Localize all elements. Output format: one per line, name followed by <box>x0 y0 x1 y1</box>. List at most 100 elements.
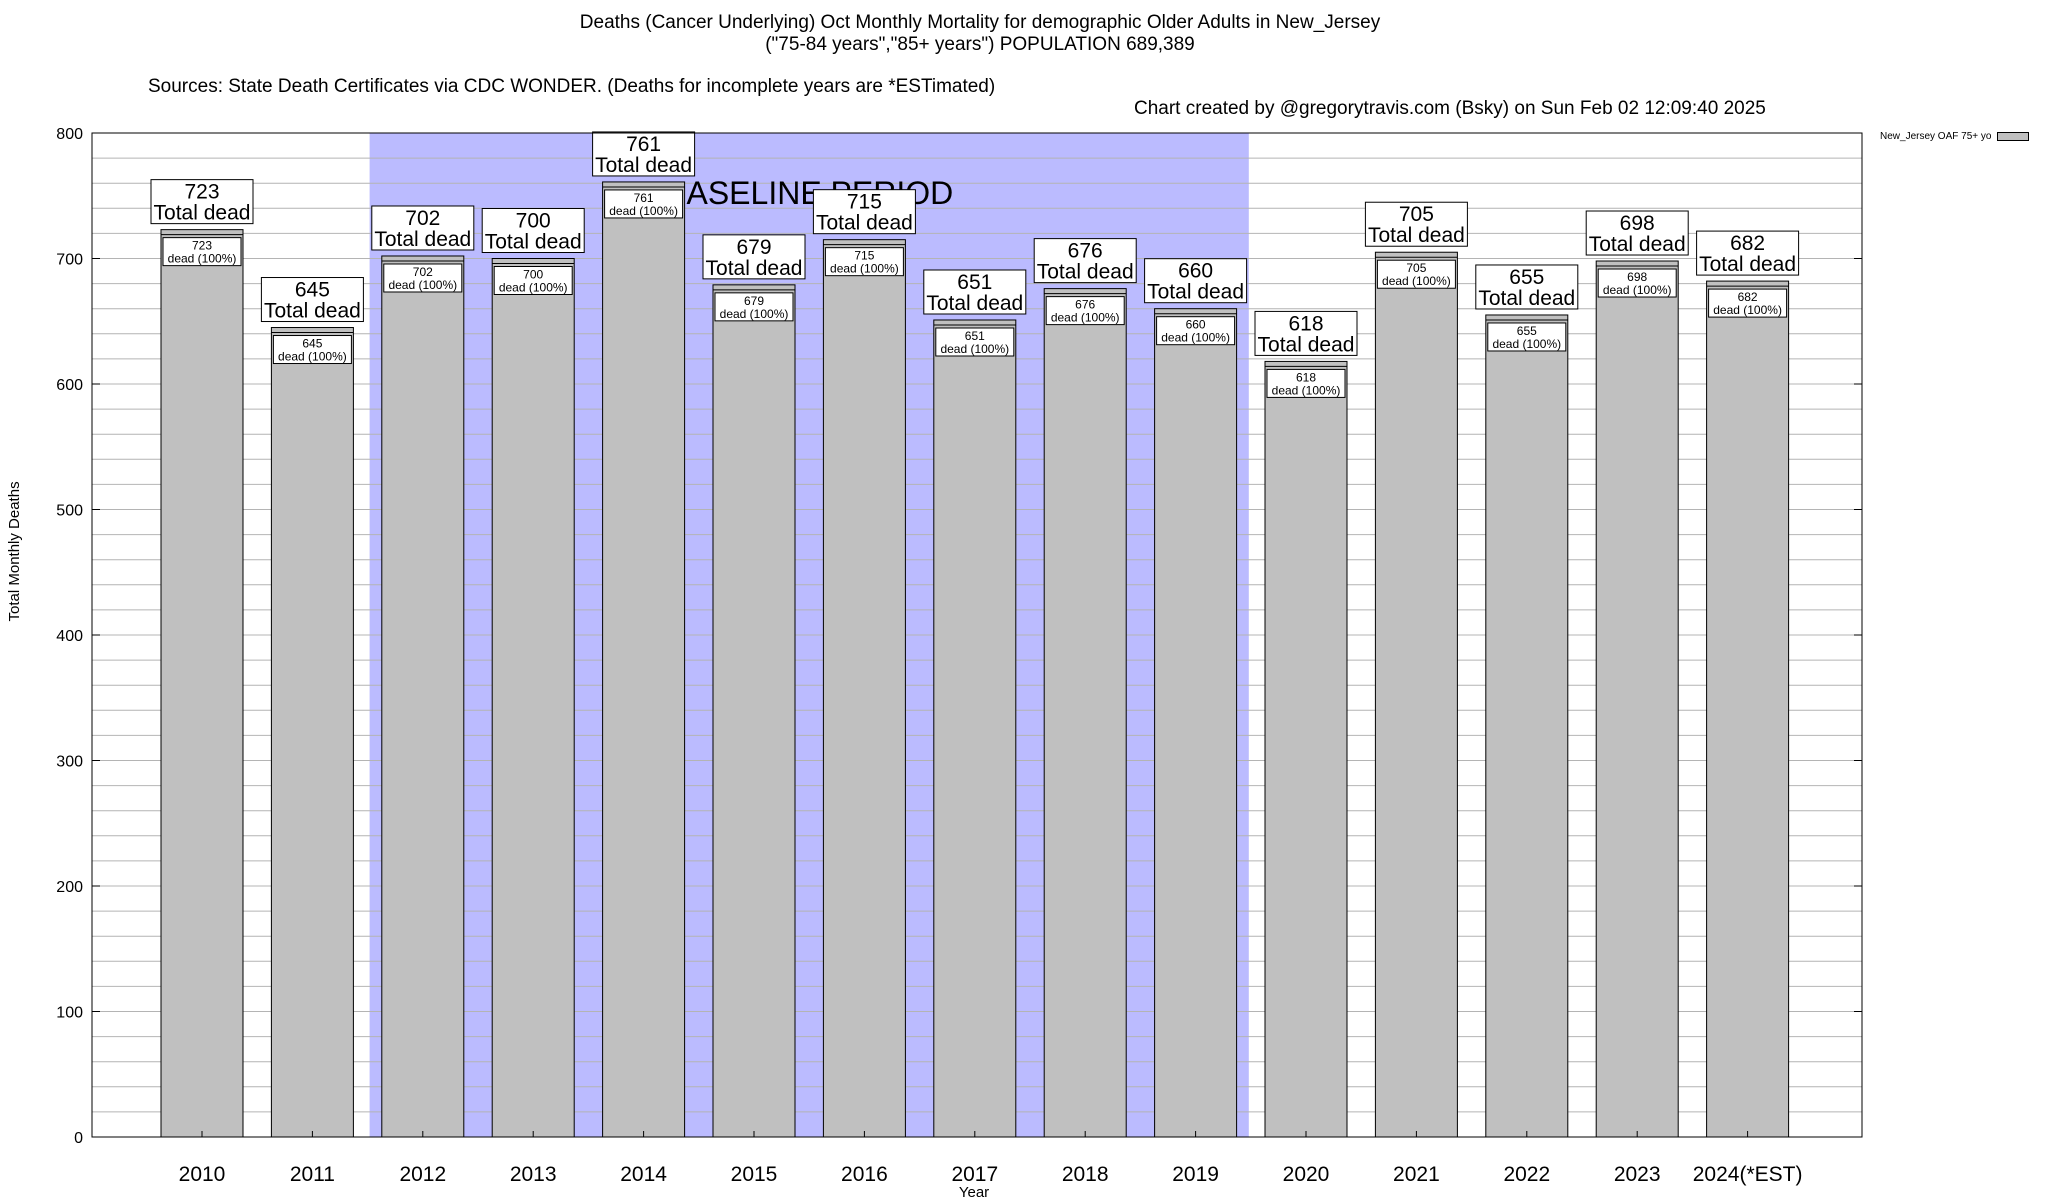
top-total-label: Total dead <box>1589 233 1686 256</box>
x-tick-label: 2017 <box>951 1163 998 1186</box>
top-total-label: Total dead <box>706 257 803 280</box>
top-label-box <box>1364 201 1468 247</box>
legend: New_Jersey OAF 75+ yo <box>1880 131 2030 142</box>
credit-text: Chart created by @gregorytravis.com (Bsk… <box>1134 98 1766 119</box>
inner-percent-label: dead (100%) <box>830 262 899 276</box>
inner-value-label: 705 <box>1406 261 1426 275</box>
top-value-label: 645 <box>295 279 330 302</box>
y-tick-label: 400 <box>56 628 83 645</box>
inner-value-label: 700 <box>523 268 543 282</box>
top-label-box <box>1585 210 1689 256</box>
top-value-label: 705 <box>1399 203 1434 226</box>
top-label-box <box>1696 230 1800 276</box>
inner-percent-label: dead (100%) <box>1603 283 1672 297</box>
y-tick-label: 500 <box>56 503 83 520</box>
top-value-label: 676 <box>1068 240 1103 263</box>
bar-2024(*EST) <box>1706 280 1790 1138</box>
bar-2023 <box>1595 260 1679 1138</box>
sources-line: Sources: State Death Certificates via CD… <box>0 54 2048 120</box>
top-value-label: 679 <box>736 236 771 259</box>
inner-label-box <box>383 263 463 293</box>
y-tick-label: 300 <box>56 754 83 771</box>
top-value-label: 682 <box>1730 232 1765 255</box>
inner-label-box <box>824 247 904 277</box>
top-value-label: 651 <box>957 271 992 294</box>
x-tick-label: 2019 <box>1172 1163 1219 1186</box>
top-total-label: Total dead <box>374 228 471 251</box>
x-tick-label: 2014 <box>620 1163 667 1186</box>
top-value-label: 761 <box>626 133 661 156</box>
x-tick-label: 2011 <box>290 1163 335 1186</box>
inner-value-label: 660 <box>1186 318 1206 332</box>
bar-2022 <box>1485 314 1569 1138</box>
y-tick-label: 100 <box>56 1005 83 1022</box>
inner-percent-label: dead (100%) <box>278 350 347 364</box>
top-label-box <box>592 131 696 177</box>
x-tick-label: 2021 <box>1393 1163 1440 1186</box>
y-tick-label: 600 <box>56 377 83 394</box>
bar-2017 <box>933 319 1017 1138</box>
inner-value-label: 682 <box>1738 290 1758 304</box>
top-label-box <box>1254 310 1358 356</box>
top-total-label: Total dead <box>1147 281 1244 304</box>
top-label-box <box>481 208 585 253</box>
plot-frame <box>91 132 1863 1138</box>
top-label-box <box>260 277 364 323</box>
inner-value-label: 645 <box>302 337 322 351</box>
top-value-label: 700 <box>516 210 551 233</box>
inner-percent-label: dead (100%) <box>1272 383 1341 397</box>
top-value-label: 723 <box>184 181 219 204</box>
top-total-label: Total dead <box>1699 253 1796 276</box>
x-tick-label: 2023 <box>1614 1163 1661 1186</box>
inner-label-box <box>935 327 1015 357</box>
y-axis-label: Total Monthly Deaths <box>6 481 23 622</box>
top-value-label: 702 <box>405 207 440 230</box>
inner-percent-label: dead (100%) <box>1161 331 1230 345</box>
inner-percent-label: dead (100%) <box>1492 337 1561 351</box>
inner-percent-label: dead (100%) <box>499 281 568 295</box>
bar-2014 <box>602 181 686 1138</box>
bar-2021 <box>1374 251 1458 1138</box>
inner-value-label: 702 <box>413 265 433 279</box>
top-label-box <box>150 179 254 225</box>
inner-label-box <box>1376 259 1456 289</box>
top-value-label: 655 <box>1509 266 1544 289</box>
x-tick-label: 2016 <box>841 1163 888 1186</box>
y-tick-label: 800 <box>56 126 83 143</box>
legend-label: New_Jersey OAF 75+ yo <box>1880 131 1992 142</box>
inner-value-label: 715 <box>854 249 874 263</box>
top-label-box <box>812 189 916 235</box>
chart-title: Deaths (Cancer Underlying) Oct Monthly M… <box>0 12 1960 56</box>
bar-2019 <box>1154 308 1238 1138</box>
inner-value-label: 676 <box>1075 298 1095 312</box>
x-tick-label: 2012 <box>399 1163 446 1186</box>
inner-label-box <box>1156 316 1236 346</box>
top-total-label: Total dead <box>1037 261 1134 284</box>
inner-label-box <box>1708 288 1788 318</box>
top-value-label: 660 <box>1178 260 1213 283</box>
top-total-label: Total dead <box>1478 287 1575 310</box>
top-label-box <box>702 234 806 280</box>
x-tick-label: 2010 <box>179 1163 226 1186</box>
bar-2016 <box>822 239 906 1138</box>
legend-swatch <box>1997 132 2030 141</box>
bar-2015 <box>712 284 796 1138</box>
top-total-label: Total dead <box>926 292 1023 315</box>
inner-percent-label: dead (100%) <box>388 278 457 292</box>
inner-label-box <box>162 237 242 267</box>
top-value-label: 698 <box>1620 212 1655 235</box>
inner-label-box <box>1266 368 1346 398</box>
inner-label-box <box>1045 296 1125 326</box>
inner-value-label: 761 <box>634 191 654 205</box>
x-tick-label: 2015 <box>731 1163 778 1186</box>
top-label-box <box>1033 238 1137 284</box>
top-label-box <box>1475 264 1579 310</box>
x-axis-label: Year <box>959 1184 989 1200</box>
x-tick-label: 2020 <box>1283 1163 1330 1186</box>
inner-percent-label: dead (100%) <box>168 252 237 266</box>
inner-label-box <box>272 335 352 365</box>
inner-label-box <box>1487 322 1567 352</box>
top-label-box <box>371 205 475 251</box>
inner-label-box <box>493 266 573 295</box>
